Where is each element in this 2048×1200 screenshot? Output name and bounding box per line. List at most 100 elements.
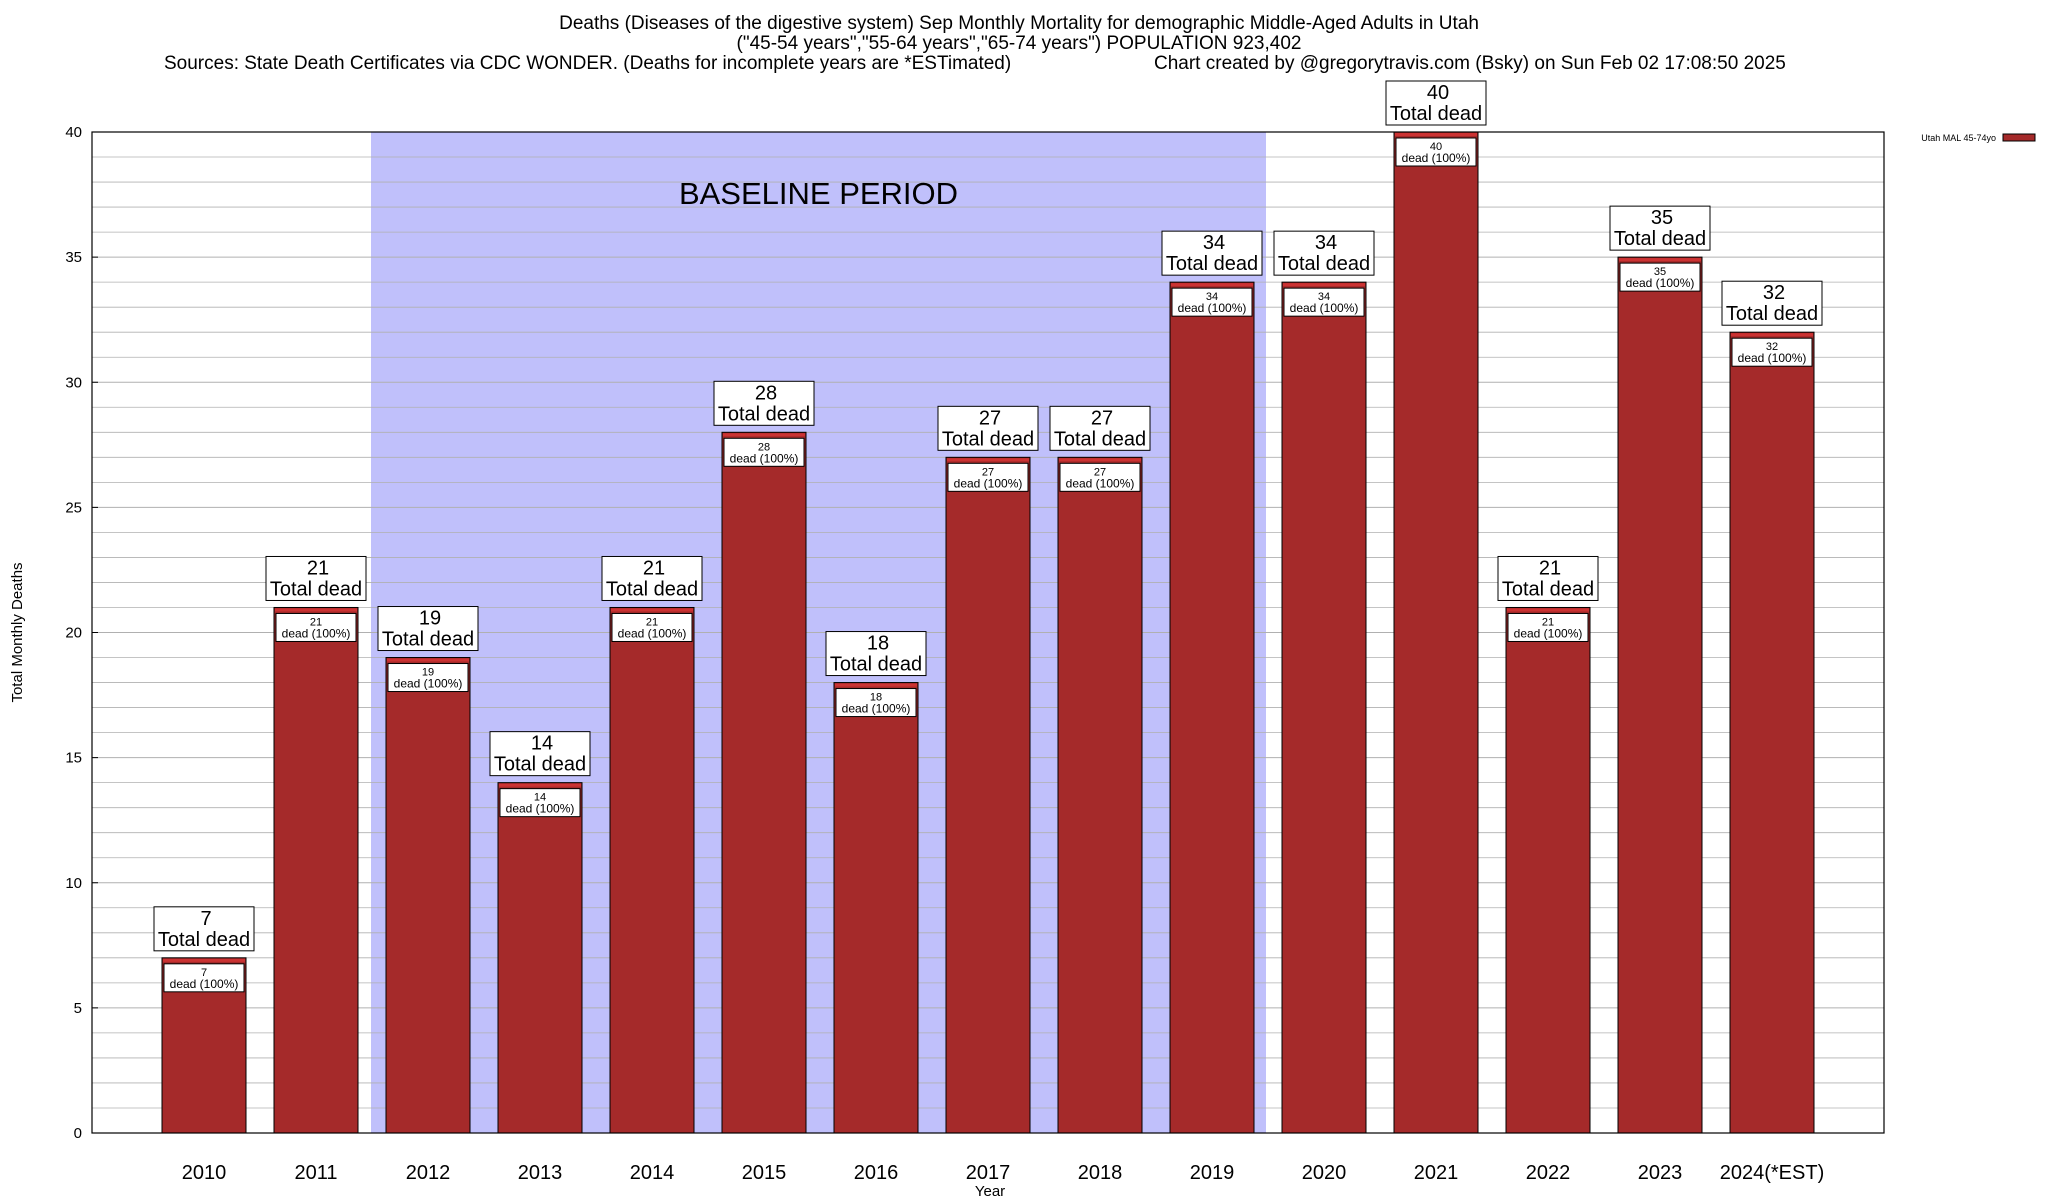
inner-label-box: [1619, 262, 1701, 292]
total-label-value: 21: [643, 557, 665, 579]
bar-cap-2010: [163, 958, 245, 962]
x-tick-label: 2014: [630, 1162, 675, 1184]
total-label-box: [489, 731, 591, 777]
inner-label-text: dead (100%): [954, 476, 1023, 490]
total-label-text: Total dead: [1726, 303, 1818, 325]
bar-cap-2011: [275, 608, 357, 612]
total-label-text: Total dead: [830, 654, 922, 676]
inner-label-text: dead (100%): [1290, 301, 1359, 315]
inner-label-text: dead (100%): [1066, 476, 1135, 490]
sources-note: Sources: State Death Certificates via CD…: [164, 53, 1012, 74]
total-label-text: Total dead: [1054, 428, 1146, 450]
y-tick-label: 20: [65, 625, 82, 642]
inner-label-box: [1283, 287, 1365, 317]
credit-note: Chart created by @gregorytravis.com (Bsk…: [1154, 53, 1786, 74]
bar-2011: [273, 606, 359, 1134]
inner-label-value: 27: [982, 466, 994, 478]
bar-2024(*EST): [1729, 331, 1815, 1134]
inner-label-text: dead (100%): [1626, 276, 1695, 290]
bars: [161, 131, 1815, 1134]
inner-label-text: dead (100%): [842, 702, 911, 716]
inner-label-text: dead (100%): [282, 626, 351, 640]
y-tick-label: 0: [74, 1125, 82, 1142]
bar-2013: [497, 782, 583, 1134]
x-tick-label: 2013: [518, 1162, 563, 1184]
total-label-box: [1609, 205, 1711, 251]
inner-label-box: [611, 612, 693, 642]
inner-label-box: [723, 437, 805, 467]
inner-label-box: [947, 462, 1029, 492]
inner-label-value: 7: [201, 967, 207, 979]
inner-label-value: 18: [870, 692, 882, 704]
bar-cap-2024(*EST): [1731, 333, 1813, 337]
total-label-box: [1385, 80, 1487, 126]
total-label-text: Total dead: [1614, 228, 1706, 250]
x-tick-label: 2011: [294, 1162, 337, 1184]
total-label-value: 19: [419, 608, 441, 630]
total-label-text: Total dead: [1278, 253, 1370, 275]
total-label-value: 21: [1539, 557, 1561, 579]
bar-cap-2016: [835, 683, 917, 687]
inner-label-box: [163, 963, 245, 993]
inner-label-value: 28: [758, 441, 770, 453]
total-label-value: 7: [200, 908, 211, 930]
legend-label: Utah MAL 45-74yo: [1921, 133, 1996, 143]
inner-label-box: [1731, 337, 1813, 367]
y-tick-label: 35: [65, 249, 82, 266]
inner-label-value: 35: [1654, 266, 1666, 278]
x-tick-label: 2019: [1190, 1162, 1235, 1184]
bar-2012: [385, 657, 471, 1134]
chart-title: Deaths (Diseases of the digestive system…: [559, 13, 1479, 34]
x-tick-label: 2017: [966, 1162, 1011, 1184]
x-tick-label: 2015: [742, 1162, 787, 1184]
inner-label-value: 21: [1542, 616, 1554, 628]
bar-2023: [1617, 256, 1703, 1134]
bar-2020: [1281, 281, 1367, 1134]
bar-cap-2018: [1059, 458, 1141, 462]
inner-label-box: [499, 788, 581, 818]
total-label-box: [825, 631, 927, 677]
bar-cap-2022: [1507, 608, 1589, 612]
bar-cap-2012: [387, 658, 469, 662]
y-tick-label: 25: [65, 499, 82, 516]
bar-2015: [721, 431, 807, 1134]
bar-2019: [1169, 281, 1255, 1134]
total-label-text: Total dead: [158, 929, 250, 951]
total-label-text: Total dead: [1502, 578, 1594, 600]
total-label-box: [713, 380, 815, 426]
axes: 0 5 10 15 20 25 30 35 40 2010 2011 2012 2013 2014 2015…: [9, 124, 1885, 1200]
total-label-value: 35: [1651, 207, 1673, 229]
total-label-value: 27: [979, 407, 1001, 429]
inner-label-value: 34: [1206, 291, 1218, 303]
total-label-box: [153, 906, 255, 952]
inner-label-box: [387, 663, 469, 693]
x-tick-label: 2021: [1414, 1162, 1459, 1184]
total-label-text: Total dead: [1166, 253, 1258, 275]
inner-label-value: 21: [646, 616, 658, 628]
y-tick-label: 30: [65, 374, 82, 391]
total-label-text: Total dead: [494, 754, 586, 776]
total-label-value: 18: [867, 633, 889, 655]
total-label-value: 14: [531, 733, 553, 755]
total-label-value: 27: [1091, 407, 1113, 429]
x-tick-label: 2022: [1526, 1162, 1571, 1184]
legend: Utah MAL 45-74yo: [1921, 133, 2036, 143]
inner-label-value: 14: [534, 792, 546, 804]
inner-label-text: dead (100%): [730, 451, 799, 465]
inner-label-box: [1171, 287, 1253, 317]
total-label-box: [1497, 555, 1599, 601]
total-label-box: [1721, 280, 1823, 326]
total-label-value: 34: [1315, 232, 1337, 254]
inner-label-text: dead (100%): [1178, 301, 1247, 315]
chart-subtitle: ("45-54 years","55-64 years","65-74 year…: [736, 33, 1302, 54]
bar-2022: [1505, 606, 1591, 1134]
inner-label-value: 21: [310, 616, 322, 628]
bar-2017: [945, 456, 1031, 1134]
total-label-box: [265, 555, 367, 601]
inner-label-box: [1395, 137, 1477, 167]
inner-label-box: [1059, 462, 1141, 492]
bar-2021: [1393, 131, 1479, 1134]
total-label-value: 40: [1427, 82, 1449, 104]
